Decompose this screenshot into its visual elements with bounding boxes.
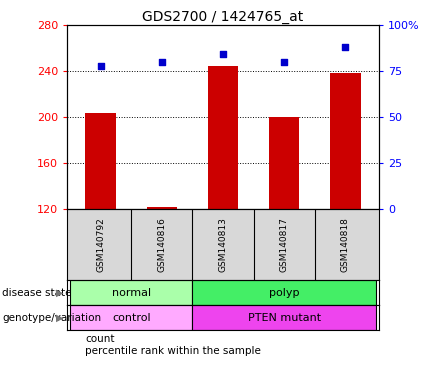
Text: control: control <box>112 313 151 323</box>
Bar <box>192 305 376 330</box>
Text: genotype/variation: genotype/variation <box>2 313 101 323</box>
Text: GSM140813: GSM140813 <box>219 217 227 272</box>
Bar <box>330 73 361 209</box>
Bar <box>208 66 238 209</box>
Bar <box>85 113 116 209</box>
Text: GSM140818: GSM140818 <box>341 217 350 272</box>
Bar <box>147 207 177 209</box>
Text: percentile rank within the sample: percentile rank within the sample <box>85 346 261 356</box>
Text: PTEN mutant: PTEN mutant <box>248 313 321 323</box>
Point <box>97 63 104 69</box>
Text: normal: normal <box>112 288 151 298</box>
Text: ▶: ▶ <box>55 288 63 298</box>
Text: disease state: disease state <box>2 288 72 298</box>
Point <box>281 59 288 65</box>
Text: ▶: ▶ <box>55 313 63 323</box>
Text: polyp: polyp <box>269 288 299 298</box>
Bar <box>70 305 192 330</box>
Title: GDS2700 / 1424765_at: GDS2700 / 1424765_at <box>142 10 304 24</box>
Text: GSM140816: GSM140816 <box>157 217 166 272</box>
Text: GSM140817: GSM140817 <box>280 217 289 272</box>
Point <box>342 44 349 50</box>
Point <box>220 51 226 58</box>
Text: GSM140792: GSM140792 <box>96 217 105 272</box>
Point <box>158 59 165 65</box>
Bar <box>192 280 376 305</box>
Bar <box>269 117 299 209</box>
Text: count: count <box>85 334 115 344</box>
Bar <box>70 280 192 305</box>
